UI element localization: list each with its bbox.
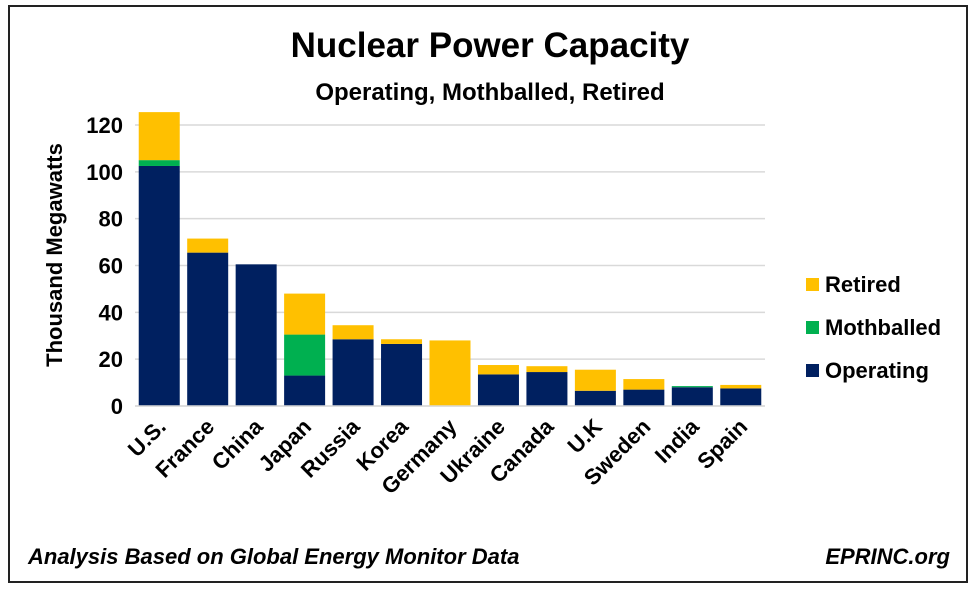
- bar-operating-russia: [332, 339, 374, 406]
- chart-title: Nuclear Power Capacity: [290, 26, 690, 65]
- bar-retired-ukraine: [477, 365, 519, 375]
- chart-subtitle: Operating, Mothballed, Retired: [315, 79, 665, 106]
- bar-operating-sweden: [623, 389, 665, 406]
- bar-mothballed-japan: [284, 334, 326, 376]
- bar-retired-canada: [526, 366, 568, 373]
- legend: Retired Mothballed Operating: [806, 270, 941, 399]
- legend-item-operating: Operating: [806, 356, 941, 385]
- bar-operating-spain: [720, 388, 762, 406]
- bar-operating-us: [138, 165, 180, 406]
- bar-operating-korea: [381, 343, 423, 406]
- legend-swatch-mothballed: [806, 321, 819, 334]
- bar-mothballed-us: [138, 160, 180, 166]
- bar-retired-sweden: [623, 379, 665, 390]
- y-tick-label: 60: [99, 254, 123, 279]
- bar-retired-japan: [284, 293, 326, 335]
- bar-retired-germany: [429, 340, 471, 406]
- y-tick-label: 0: [111, 394, 123, 419]
- y-tick-label: 20: [99, 347, 123, 372]
- legend-item-mothballed: Mothballed: [806, 313, 941, 342]
- bar-operating-india: [671, 387, 713, 406]
- bar-operating-ukraine: [477, 374, 519, 406]
- bar-operating-france: [187, 252, 229, 406]
- y-tick-label: 40: [99, 300, 123, 325]
- legend-label-mothballed: Mothballed: [825, 314, 942, 340]
- bar-retired-uk: [574, 369, 616, 391]
- legend-swatch-retired: [806, 278, 819, 291]
- brand-label: EPRINC.org: [825, 544, 950, 569]
- legend-item-retired: Retired: [806, 270, 941, 299]
- y-tick-label: 120: [86, 113, 123, 138]
- bar-retired-spain: [720, 384, 762, 389]
- legend-label-retired: Retired: [825, 271, 901, 297]
- legend-label-operating: Operating: [825, 357, 929, 383]
- legend-swatch-operating: [806, 364, 819, 377]
- bar-retired-france: [187, 238, 229, 253]
- source-note: Analysis Based on Global Energy Monitor …: [28, 544, 520, 569]
- bar-operating-japan: [284, 375, 326, 406]
- bar-operating-uk: [574, 390, 616, 406]
- bar-mothballed-india: [671, 386, 713, 388]
- bar-retired-korea: [381, 339, 423, 344]
- bar-operating-canada: [526, 372, 568, 406]
- x-tick-label: Spain: [692, 414, 752, 474]
- bar-retired-russia: [332, 325, 374, 340]
- bar-retired-us: [138, 112, 180, 161]
- y-tick-label: 100: [86, 160, 123, 185]
- bar-operating-china: [235, 264, 277, 406]
- y-tick-label: 80: [99, 207, 123, 232]
